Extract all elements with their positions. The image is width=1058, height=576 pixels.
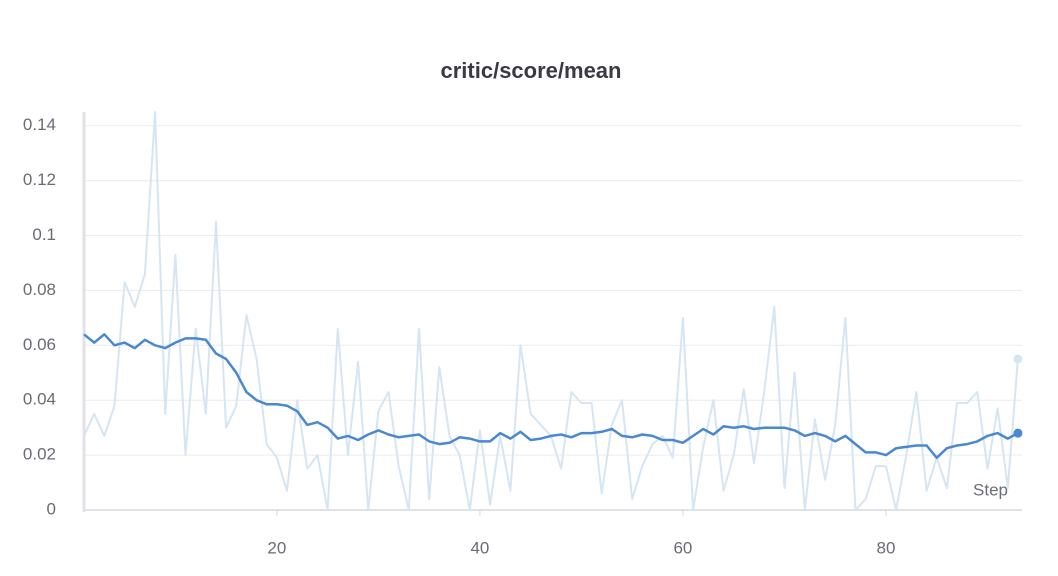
series-line (83, 333, 1019, 460)
chart-title: critic/score/mean (441, 58, 622, 83)
y-tick-label: 0.14 (23, 115, 56, 134)
y-tick-label: 0.08 (23, 280, 56, 299)
y-tick-label: 0.06 (23, 335, 56, 354)
end-point (1013, 354, 1023, 364)
x-tick-label: 40 (470, 538, 489, 557)
y-tick-label: 0.12 (23, 170, 56, 189)
x-tick-label: 60 (673, 538, 692, 557)
series-line (83, 111, 1019, 511)
y-tick-label: 0.04 (23, 390, 56, 409)
y-tick-label: 0.1 (32, 225, 56, 244)
x-tick-label: 80 (877, 538, 896, 557)
y-tick-label: 0.02 (23, 445, 56, 464)
x-axis-label: Step (973, 480, 1008, 499)
end-point (1013, 428, 1023, 438)
y-tick-label: 0 (47, 499, 56, 518)
x-tick-label: 20 (267, 538, 286, 557)
